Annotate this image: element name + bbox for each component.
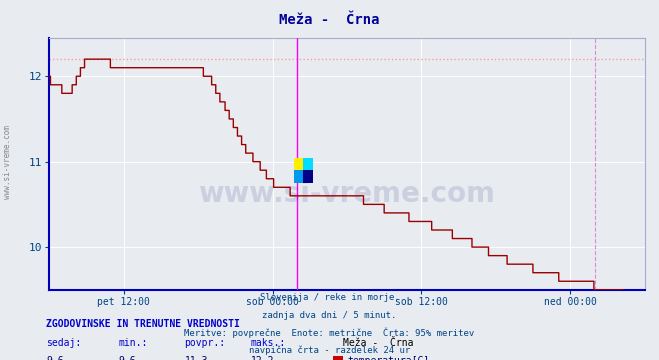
Bar xyxy=(294,170,303,183)
Text: Meža -  Črna: Meža - Črna xyxy=(343,338,413,348)
Bar xyxy=(303,158,312,170)
Text: www.si-vreme.com: www.si-vreme.com xyxy=(3,125,13,199)
Bar xyxy=(294,158,303,170)
Text: 9,6: 9,6 xyxy=(119,356,136,360)
Text: zadnja dva dni / 5 minut.: zadnja dva dni / 5 minut. xyxy=(262,311,397,320)
Text: 11,3: 11,3 xyxy=(185,356,208,360)
Text: sedaj:: sedaj: xyxy=(46,338,81,348)
Text: temperatura[C]: temperatura[C] xyxy=(347,356,430,360)
Text: povpr.:: povpr.: xyxy=(185,338,225,348)
Text: navpična črta - razdelek 24 ur: navpična črta - razdelek 24 ur xyxy=(249,345,410,355)
Text: 9,6: 9,6 xyxy=(46,356,64,360)
Text: maks.:: maks.: xyxy=(250,338,285,348)
Text: Slovenija / reke in morje.: Slovenija / reke in morje. xyxy=(260,293,399,302)
Text: 12,2: 12,2 xyxy=(250,356,274,360)
Text: Meža -  Črna: Meža - Črna xyxy=(279,13,380,27)
Text: Meritve: povprečne  Enote: metrične  Črta: 95% meritev: Meritve: povprečne Enote: metrične Črta:… xyxy=(185,328,474,338)
Text: www.si-vreme.com: www.si-vreme.com xyxy=(198,180,496,208)
Text: ZGODOVINSKE IN TRENUTNE VREDNOSTI: ZGODOVINSKE IN TRENUTNE VREDNOSTI xyxy=(46,319,240,329)
Bar xyxy=(303,170,312,183)
Text: min.:: min.: xyxy=(119,338,148,348)
